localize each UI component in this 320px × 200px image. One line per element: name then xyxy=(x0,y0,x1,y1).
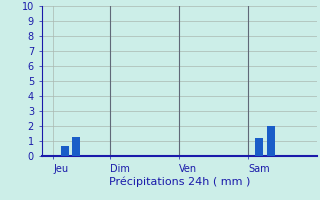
Bar xyxy=(60,146,68,156)
Bar xyxy=(267,126,275,156)
Bar xyxy=(72,137,80,156)
X-axis label: Précipitations 24h ( mm ): Précipitations 24h ( mm ) xyxy=(108,176,250,187)
Bar xyxy=(255,138,263,156)
